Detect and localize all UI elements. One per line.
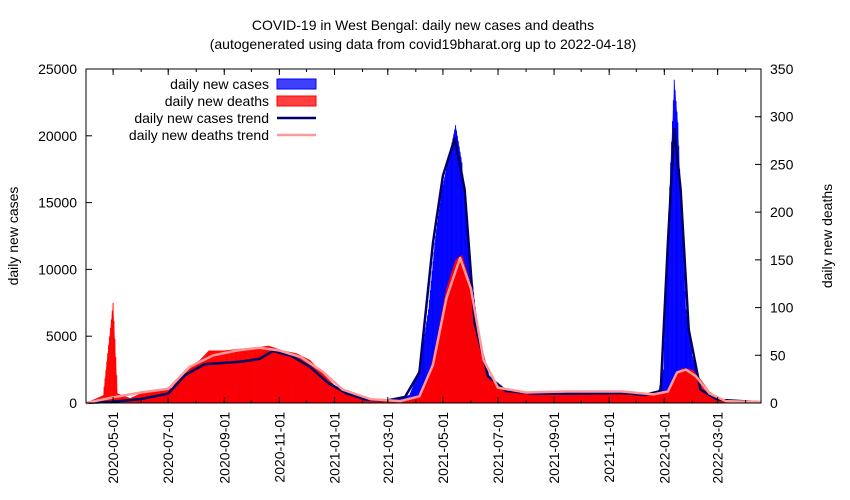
x-tick-label: 2020-05-01 [105, 412, 121, 484]
x-tick-label: 2022-01-01 [656, 412, 672, 484]
x-tick-label: 2020-07-01 [160, 412, 176, 484]
x-tick-label: 2021-01-01 [327, 412, 343, 484]
y2-tick-label: 250 [770, 156, 794, 172]
legend-swatch [276, 95, 317, 107]
y-tick-label: 15000 [38, 195, 77, 211]
legend-swatch [276, 78, 317, 90]
legend-label: daily new cases trend [134, 110, 269, 126]
y-tick-label: 20000 [38, 128, 77, 144]
y2-tick-label: 150 [770, 252, 794, 268]
x-tick-label: 2021-05-01 [435, 412, 451, 484]
legend-label: daily new deaths trend [129, 127, 269, 143]
x-tick-label: 2020-11-01 [271, 412, 287, 483]
chart-subtitle: (autogenerated using data from covid19bh… [210, 36, 637, 52]
y-tick-label: 0 [69, 395, 77, 411]
axes: 0 5000 10000 15000 20000 25000 0 50 100 150 200 250… [38, 61, 794, 484]
series-daily-new-deaths-trend [85, 256, 762, 405]
x-tick-label: 2022-03-01 [710, 412, 726, 484]
y2-tick-label: 200 [770, 204, 794, 220]
x-tick-label: 2020-09-01 [216, 412, 232, 484]
plot-area [85, 79, 762, 405]
y2-tick-label: 0 [770, 395, 778, 411]
x-tick-label: 2021-09-01 [546, 412, 562, 484]
y2-tick-label: 300 [770, 109, 794, 125]
y2-axis-label: daily new deaths [819, 184, 835, 288]
chart-title: COVID-19 in West Bengal: daily new cases… [252, 17, 594, 33]
legend-label: daily new deaths [165, 93, 269, 109]
series-daily-new-cases-trend [85, 127, 762, 405]
y-axis-label: daily new cases [5, 187, 21, 286]
y-tick-label: 25000 [38, 61, 77, 77]
y-tick-label: 5000 [46, 328, 77, 344]
legend-label: daily new cases [170, 76, 269, 92]
y-tick-label: 10000 [38, 261, 77, 277]
plot-frame [85, 68, 762, 404]
y2-tick-label: 350 [770, 61, 794, 77]
y2-tick-label: 100 [770, 300, 794, 316]
y2-tick-label: 50 [770, 347, 786, 363]
x-tick-label: 2021-03-01 [380, 412, 396, 484]
x-tick-label: 2021-11-01 [601, 412, 617, 483]
x-tick-label: 2021-07-01 [490, 412, 506, 484]
